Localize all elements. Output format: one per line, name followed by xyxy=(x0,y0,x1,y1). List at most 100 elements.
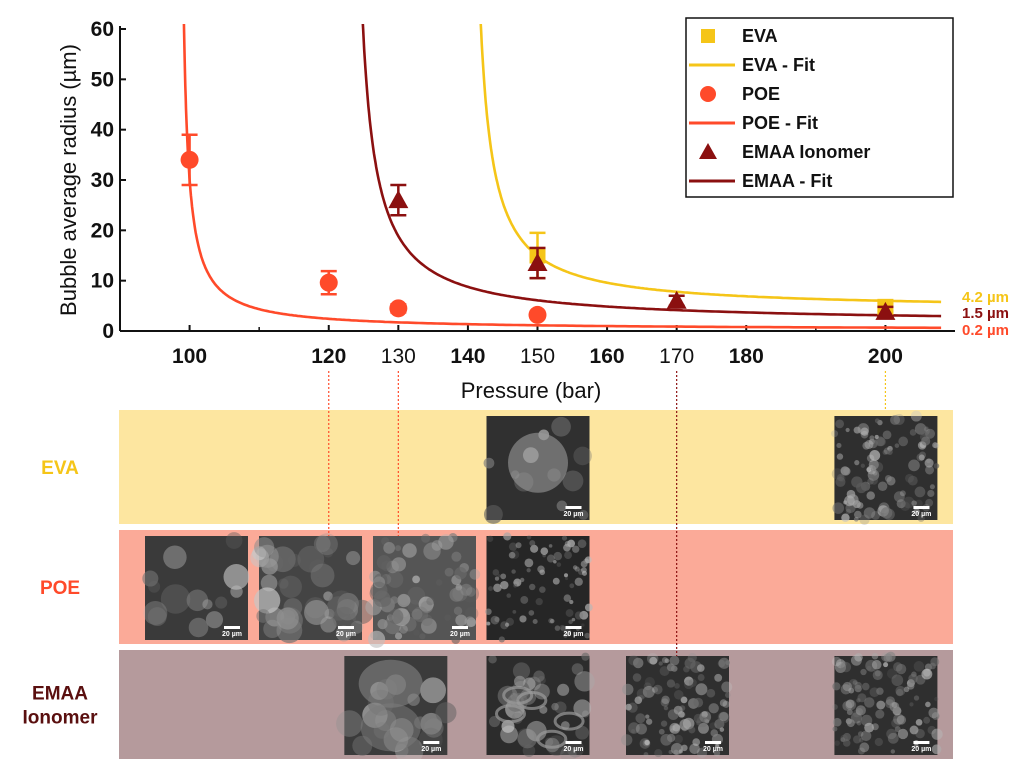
micrograph-texture xyxy=(569,599,574,605)
micrograph-texture xyxy=(857,747,866,755)
micrograph-texture xyxy=(556,562,562,567)
micrograph-texture xyxy=(388,608,404,625)
micrograph-texture xyxy=(498,636,505,643)
micrograph-texture xyxy=(914,423,927,435)
micrograph-texture xyxy=(513,583,518,588)
micrograph-texture xyxy=(909,725,919,735)
micrograph-texture xyxy=(519,615,527,623)
micrograph-texture xyxy=(304,599,330,625)
micrograph-texture xyxy=(544,737,554,747)
micrograph-texture xyxy=(256,609,271,623)
legend-label: EMAA - Fit xyxy=(742,171,832,191)
micrograph-texture xyxy=(636,688,648,700)
micrograph-image: 20 µm xyxy=(620,652,733,759)
micrograph-texture xyxy=(846,719,855,728)
x-tick-label: 100 xyxy=(172,345,207,368)
micrograph-bubble xyxy=(358,659,423,708)
legend-label: EVA xyxy=(742,26,778,46)
scale-bar-label: 20 µm xyxy=(911,746,931,753)
micrograph-texture xyxy=(566,631,572,637)
micrograph-texture xyxy=(526,534,532,540)
micrograph-texture xyxy=(722,700,730,708)
micrograph-texture xyxy=(564,573,569,578)
micrograph-texture xyxy=(517,728,538,749)
micrograph-texture xyxy=(832,717,842,727)
data-point-circle xyxy=(389,299,408,318)
micrograph-texture xyxy=(853,510,862,519)
asymptote-label: 0.2 µm xyxy=(962,322,1009,339)
micrograph-texture xyxy=(840,466,850,476)
scale-bar xyxy=(565,626,582,629)
micrograph-texture xyxy=(643,752,649,757)
micrograph-texture xyxy=(163,545,187,570)
scale-bar xyxy=(705,741,721,744)
micrograph-texture xyxy=(868,459,879,470)
micrograph-texture xyxy=(383,542,396,554)
micrograph-texture xyxy=(581,652,590,661)
micrograph-texture xyxy=(860,668,867,676)
asymptote-label: 4.2 µm xyxy=(962,289,1009,306)
micrograph-texture xyxy=(556,500,568,512)
fit-curve-poe-fit xyxy=(182,24,942,330)
micrograph-texture xyxy=(512,610,517,614)
legend-label: POE - Fit xyxy=(742,113,818,133)
micrograph-texture xyxy=(902,496,915,509)
micrograph-texture xyxy=(411,608,423,620)
y-tick-label: 40 xyxy=(91,119,114,142)
micrograph-texture xyxy=(925,465,935,475)
micrograph-image: 20 µm xyxy=(142,532,250,640)
micrograph-texture xyxy=(717,711,730,724)
micrograph-texture xyxy=(537,565,545,573)
micrograph-texture xyxy=(508,542,518,551)
micrograph-bands: EVA 20 µm 20 µm POE 20 µm 20 µm 20 µm 20 µm EMAA… xyxy=(23,410,953,759)
micrograph-texture xyxy=(834,740,840,746)
micrograph-swirl xyxy=(553,711,585,731)
micrograph-texture xyxy=(260,574,278,592)
micrograph-texture xyxy=(545,737,560,753)
micrograph-texture xyxy=(710,729,719,737)
micrograph-texture xyxy=(832,682,841,691)
micrograph-image: 20 µm xyxy=(250,533,374,644)
micrograph-texture xyxy=(483,504,503,524)
micrograph-texture xyxy=(423,542,441,560)
micrograph-texture xyxy=(840,684,852,695)
fit-curve-eva-fit xyxy=(479,24,942,304)
y-tick-label: 60 xyxy=(91,18,114,41)
micrograph-texture xyxy=(397,593,411,608)
micrograph-texture xyxy=(566,740,585,758)
micrograph-texture xyxy=(669,655,680,666)
micrograph-texture xyxy=(674,734,683,744)
micrograph-texture xyxy=(350,620,364,634)
micrograph-texture xyxy=(840,737,846,742)
micrograph-texture xyxy=(890,749,896,754)
micrograph-texture xyxy=(287,553,301,567)
micrograph-texture xyxy=(402,543,417,558)
micrograph-texture xyxy=(869,687,880,698)
micrograph-texture xyxy=(581,710,590,718)
micrograph-texture xyxy=(497,574,501,578)
micrograph-texture xyxy=(584,556,592,564)
micrograph-texture xyxy=(910,410,922,422)
micrograph-texture xyxy=(512,662,531,680)
micrograph-texture xyxy=(568,619,573,625)
micrograph-texture xyxy=(854,460,860,466)
micrograph-texture xyxy=(448,532,458,543)
micrograph-texture xyxy=(160,584,191,614)
micrograph-texture xyxy=(842,739,851,747)
micrograph-texture xyxy=(860,427,869,436)
legend-marker-square xyxy=(701,29,715,43)
micrograph-texture xyxy=(894,709,900,716)
x-tick-label: 200 xyxy=(868,345,903,368)
micrograph-texture xyxy=(421,614,433,627)
scale-bar xyxy=(452,626,468,629)
micrograph-texture xyxy=(528,610,535,616)
micrograph-texture xyxy=(537,675,546,685)
micrograph-texture xyxy=(864,722,874,733)
micrograph-texture xyxy=(390,596,399,604)
data-point-circle xyxy=(180,150,199,169)
micrograph-texture xyxy=(914,499,923,508)
micrograph-texture xyxy=(420,677,446,704)
micrograph-texture xyxy=(142,570,159,587)
micrograph-texture xyxy=(670,743,683,755)
micrograph-swirl xyxy=(516,691,548,711)
